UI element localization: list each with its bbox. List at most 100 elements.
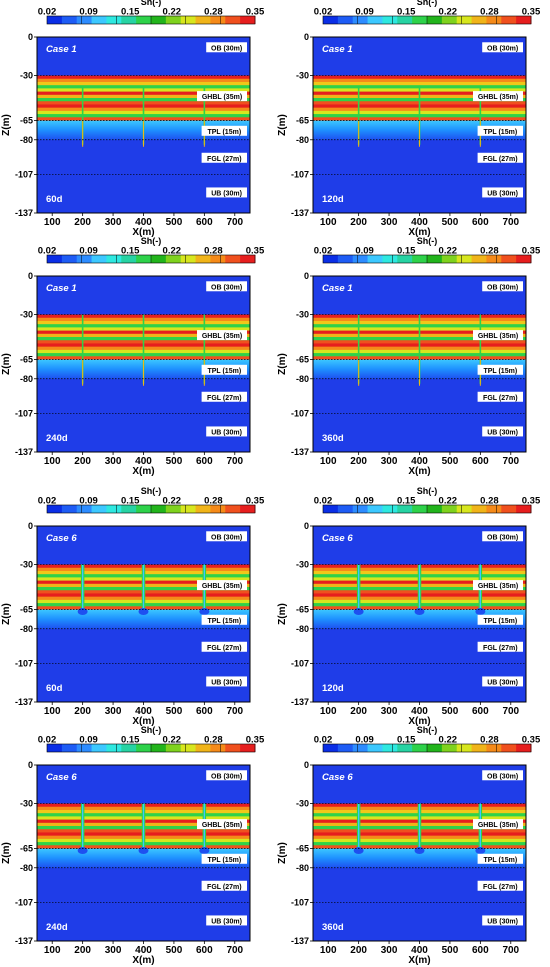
colorbar-title: Sh(-) [141, 236, 162, 246]
colorbar-swatch [382, 505, 398, 513]
colorbar-swatch [471, 16, 487, 24]
layer-label-box [206, 915, 247, 926]
x-axis-label: X(m) [408, 955, 430, 966]
layer-label-box [477, 853, 523, 864]
colorbar-swatch [76, 505, 93, 513]
x-tick-label: 700 [226, 456, 243, 467]
x-tick-label: 600 [196, 456, 213, 467]
y-tick-label: -137 [291, 447, 309, 457]
colorbar-swatch [47, 16, 63, 24]
ghbl-band [313, 78, 526, 83]
colorbar-swatch [397, 255, 413, 263]
y-tick-label: -137 [15, 936, 33, 946]
colorbar-tick-label: 0.02 [38, 246, 57, 257]
x-axis-label: X(m) [132, 227, 154, 238]
colorbar-swatch [456, 505, 473, 513]
layer-label: FGL (27m) [483, 884, 518, 891]
x-tick-label: 600 [472, 945, 489, 956]
x-tick-label: 400 [411, 945, 428, 956]
colorbar-tick-label: 0.15 [397, 735, 416, 746]
colorbar-swatch [367, 505, 383, 513]
colorbar-title: Sh(-) [417, 486, 438, 496]
colorbar-swatch [471, 744, 487, 752]
colorbar-tick-label: 0.02 [314, 7, 333, 18]
layer-label-box [482, 187, 523, 198]
x-tick-label: 300 [105, 945, 122, 956]
x-tick-label: 500 [166, 456, 183, 467]
x-tick-label: 300 [381, 945, 398, 956]
layer-label: UB (30m) [211, 918, 242, 925]
y-tick-label: -107 [15, 897, 33, 907]
x-tick-label: 400 [411, 217, 428, 228]
y-tick-label: 0 [304, 271, 309, 281]
tpl-layer [37, 848, 250, 868]
colorbar-swatch [106, 505, 122, 513]
colorbar-swatch [427, 16, 443, 24]
colorbar-tick-label: 0.22 [163, 496, 182, 507]
panel-case-1-360d: Sh(-) 0.02 0.09 0.15 0.22 0.28 0.35 OB (30m) GHB… [277, 236, 541, 477]
time-label: 360d [322, 922, 344, 933]
colorbar-tick-label: 0.02 [314, 496, 333, 507]
y-tick-label: -107 [15, 169, 33, 179]
colorbar-tick-label: 0.02 [314, 246, 333, 257]
x-tick-label: 300 [381, 456, 398, 467]
y-tick-label: -107 [291, 658, 309, 668]
x-tick-label: 500 [166, 706, 183, 717]
y-tick-label: -30 [296, 560, 309, 570]
layer-label-box [201, 152, 247, 163]
y-axis-label: Z(m) [277, 842, 288, 864]
layer-label-box [201, 125, 247, 136]
colorbar-tick-label: 0.09 [79, 496, 98, 507]
y-tick-label: 0 [304, 32, 309, 42]
y-tick-label: -80 [20, 135, 33, 145]
colorbar-tick-label: 0.28 [204, 735, 223, 746]
colorbar-swatch [91, 255, 107, 263]
colorbar-swatch [225, 16, 241, 24]
colorbar-swatch [180, 744, 197, 752]
x-tick-label: 100 [44, 217, 61, 228]
layer-label-box [477, 125, 523, 136]
colorbar-swatch [61, 505, 78, 513]
layer-label-box [201, 853, 247, 864]
colorbar-swatch [323, 255, 339, 263]
well-tip [414, 608, 425, 616]
panel-case-1-240d: Sh(-) 0.02 0.09 0.15 0.22 0.28 0.35 OB (30m) GHB… [1, 236, 265, 477]
layer-label: TPL (15m) [207, 857, 241, 864]
colorbar-swatch [76, 16, 93, 24]
colorbar-swatch [501, 505, 517, 513]
layer-label-box [482, 770, 523, 781]
well-tip [475, 608, 486, 616]
y-tick-label: -137 [291, 208, 309, 218]
colorbar-swatch [106, 255, 122, 263]
case-label: Case 6 [322, 533, 353, 544]
y-tick-label: -80 [296, 135, 309, 145]
ghbl-band [37, 81, 250, 86]
y-tick-label: -107 [291, 897, 309, 907]
layer-label-box [477, 641, 523, 652]
y-axis-label: Z(m) [1, 353, 12, 375]
x-tick-label: 300 [381, 217, 398, 228]
x-tick-label: 200 [350, 945, 367, 956]
x-tick-label: 500 [442, 706, 459, 717]
layer-label: UB (30m) [487, 190, 518, 197]
colorbar-swatch [61, 16, 78, 24]
case-label: Case 1 [322, 44, 353, 55]
colorbar-swatch [397, 505, 413, 513]
layer-label-box [206, 531, 247, 542]
x-tick-label: 200 [350, 217, 367, 228]
colorbar-swatch [352, 505, 369, 513]
y-axis-label: Z(m) [277, 603, 288, 625]
y-tick-label: -30 [296, 799, 309, 809]
y-tick-label: -137 [15, 208, 33, 218]
layer-label: TPL (15m) [483, 618, 517, 625]
time-label: 120d [322, 683, 344, 694]
y-tick-label: -107 [15, 658, 33, 668]
layer-label: OB (30m) [211, 534, 242, 541]
colorbar-swatch [412, 255, 428, 263]
colorbar-swatch [210, 16, 226, 24]
colorbar-swatch [367, 255, 383, 263]
colorbar-swatch [76, 744, 93, 752]
colorbar-swatch [367, 16, 383, 24]
layer-label-box [201, 641, 247, 652]
colorbar-tick-label: 0.09 [355, 496, 374, 507]
